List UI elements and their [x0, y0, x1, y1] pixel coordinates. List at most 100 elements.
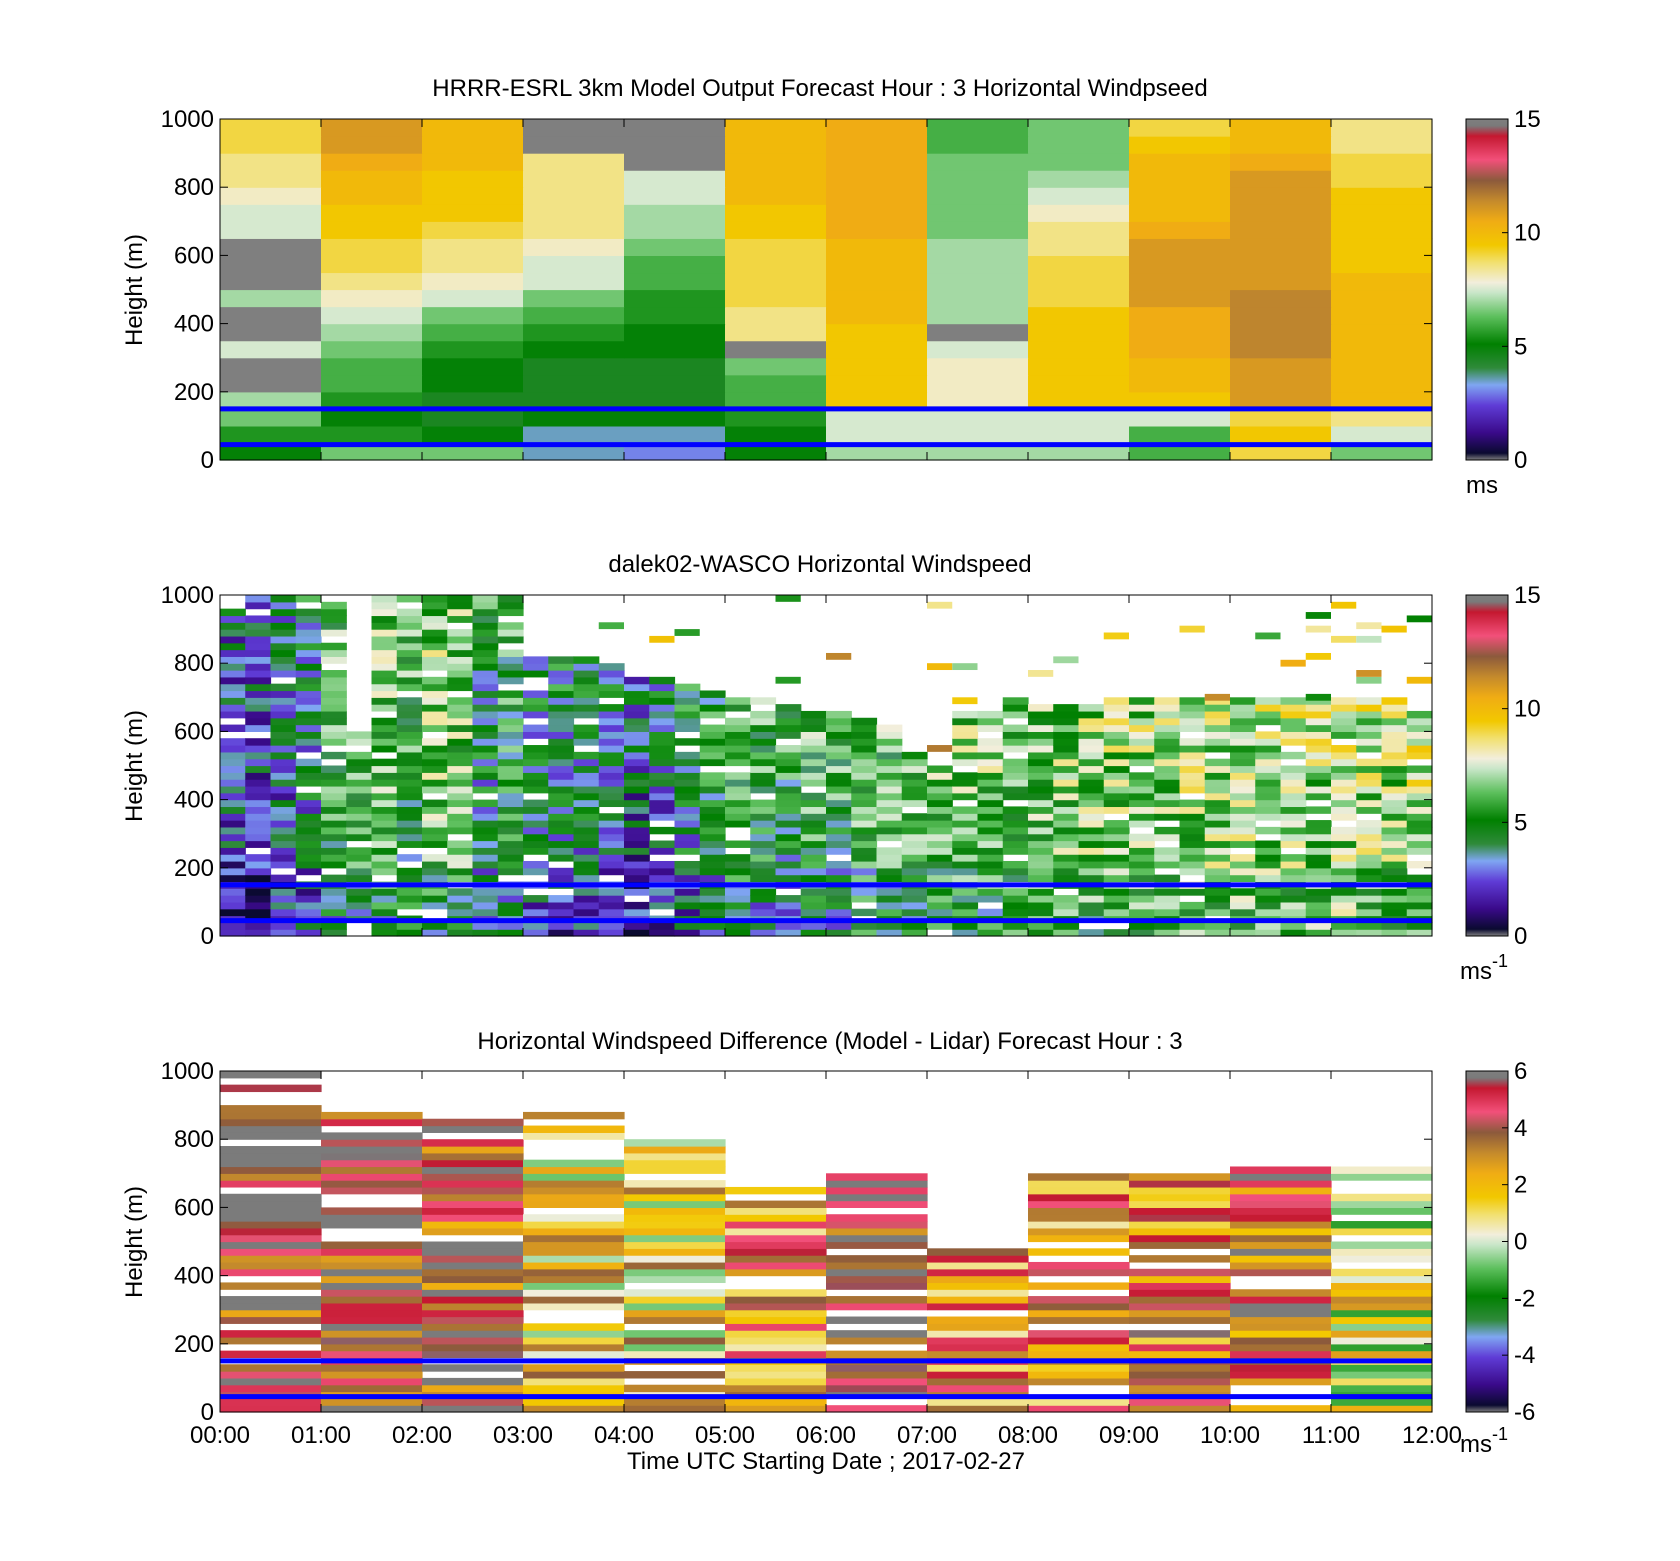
heatmap-cell [725, 888, 751, 896]
heatmap-cell [851, 833, 878, 842]
heatmap-cell [220, 1221, 322, 1229]
heatmap-cell [1179, 717, 1206, 726]
heatmap-cell [270, 642, 297, 651]
heatmap-cell [977, 813, 1004, 821]
heatmap-cell [321, 1330, 423, 1338]
heatmap-cell [1053, 833, 1080, 842]
heatmap-cell [447, 663, 474, 671]
heatmap-cell [775, 710, 802, 719]
heatmap-cell [624, 1268, 726, 1277]
heatmap-cell [1053, 779, 1080, 787]
heatmap-cell [927, 1377, 1029, 1386]
heatmap-cell [1230, 374, 1332, 393]
heatmap-cell [1129, 1255, 1231, 1263]
heatmap-cell [1230, 895, 1256, 903]
heatmap-cell [876, 860, 903, 869]
heatmap-cell [447, 826, 474, 835]
heatmap-cell [321, 187, 423, 205]
heatmap-cell [1230, 697, 1256, 705]
heatmap-cell [826, 1255, 928, 1263]
heatmap-cell [1103, 785, 1130, 794]
heatmap-cell [1230, 1316, 1332, 1324]
heatmap-cell [1204, 901, 1231, 910]
colorbar-tick-label: 0 [1514, 1229, 1527, 1256]
heatmap-cell [1028, 170, 1130, 188]
heatmap-cell [699, 785, 726, 794]
panel-1-title: HRRR-ESRL 3km Model Output Forecast Hour… [432, 75, 1207, 102]
heatmap-cell [1129, 170, 1231, 188]
heatmap-cell [245, 710, 272, 719]
heatmap-cell [1053, 895, 1080, 903]
heatmap-cell [422, 683, 448, 692]
heatmap-cell [422, 1159, 524, 1168]
heatmap-cell [826, 922, 852, 930]
heatmap-cell [1154, 806, 1181, 814]
heatmap-cell [750, 833, 777, 842]
heatmap-cell [1204, 738, 1231, 746]
heatmap-cell [447, 683, 474, 692]
heatmap-cell [1255, 895, 1282, 903]
heatmap-cell [977, 840, 1004, 848]
heatmap-cell [699, 738, 726, 746]
heatmap-cell [826, 153, 928, 171]
colorbar-tick-label: 15 [1514, 582, 1541, 609]
heatmap-cell [674, 704, 701, 712]
heatmap-cell [1002, 847, 1029, 855]
heatmap-cell [220, 1166, 322, 1174]
heatmap-cell [598, 676, 625, 685]
heatmap-cell [1129, 833, 1155, 842]
heatmap-cell [901, 765, 928, 773]
heatmap-cell [1230, 833, 1256, 842]
heatmap-cell [245, 629, 272, 637]
heatmap-cell [725, 1186, 827, 1195]
heatmap-cell [1331, 1289, 1433, 1297]
heatmap-cell [295, 792, 322, 801]
heatmap-cell [1129, 908, 1155, 917]
heatmap-cell [1356, 860, 1383, 869]
heatmap-cell [1331, 391, 1433, 410]
heatmap-cell [371, 697, 398, 705]
heatmap-cell [1331, 697, 1357, 705]
heatmap-cell [1331, 731, 1357, 739]
heatmap-cell [1230, 704, 1256, 712]
heatmap-cell [245, 792, 272, 801]
heatmap-cell [1305, 854, 1332, 862]
heatmap-cell [523, 1214, 625, 1222]
heatmap-cell [977, 765, 1004, 773]
heatmap-cell [472, 595, 499, 603]
heatmap-cell [1053, 765, 1080, 773]
heatmap-cell [851, 799, 878, 808]
heatmap-cell [1028, 1336, 1130, 1345]
heatmap-cell [1230, 425, 1332, 444]
heatmap-cell [472, 888, 499, 896]
heatmap-cell [1230, 119, 1332, 137]
heatmap-cell [245, 717, 272, 726]
heatmap-cell [220, 813, 246, 821]
heatmap-cell [396, 806, 423, 814]
heatmap-cell [826, 255, 928, 274]
heatmap-cell [497, 806, 524, 814]
heatmap-cell [1331, 724, 1357, 732]
heatmap-cell [1028, 204, 1130, 222]
panel-1-reference-lines [220, 406, 1432, 448]
heatmap-cell [725, 860, 751, 869]
heatmap-cell [1331, 751, 1357, 760]
heatmap-cell [1280, 731, 1307, 739]
heatmap-cell [1331, 779, 1357, 787]
heatmap-cell [750, 867, 777, 876]
heatmap-cell [523, 1221, 625, 1229]
heatmap-cell [927, 874, 953, 883]
heatmap-cell [396, 874, 423, 883]
heatmap-cell [270, 888, 297, 896]
heatmap-cell [472, 765, 499, 773]
heatmap-cell [548, 738, 575, 746]
heatmap-cell [826, 1384, 928, 1393]
heatmap-cell [295, 929, 322, 937]
heatmap-cell [472, 895, 499, 903]
heatmap-cell [624, 221, 726, 239]
heatmap-cell [573, 867, 600, 876]
heatmap-cell [245, 833, 272, 842]
heatmap-cell [1002, 826, 1029, 835]
heatmap-cell [624, 1159, 726, 1168]
heatmap-cell [1129, 717, 1155, 726]
